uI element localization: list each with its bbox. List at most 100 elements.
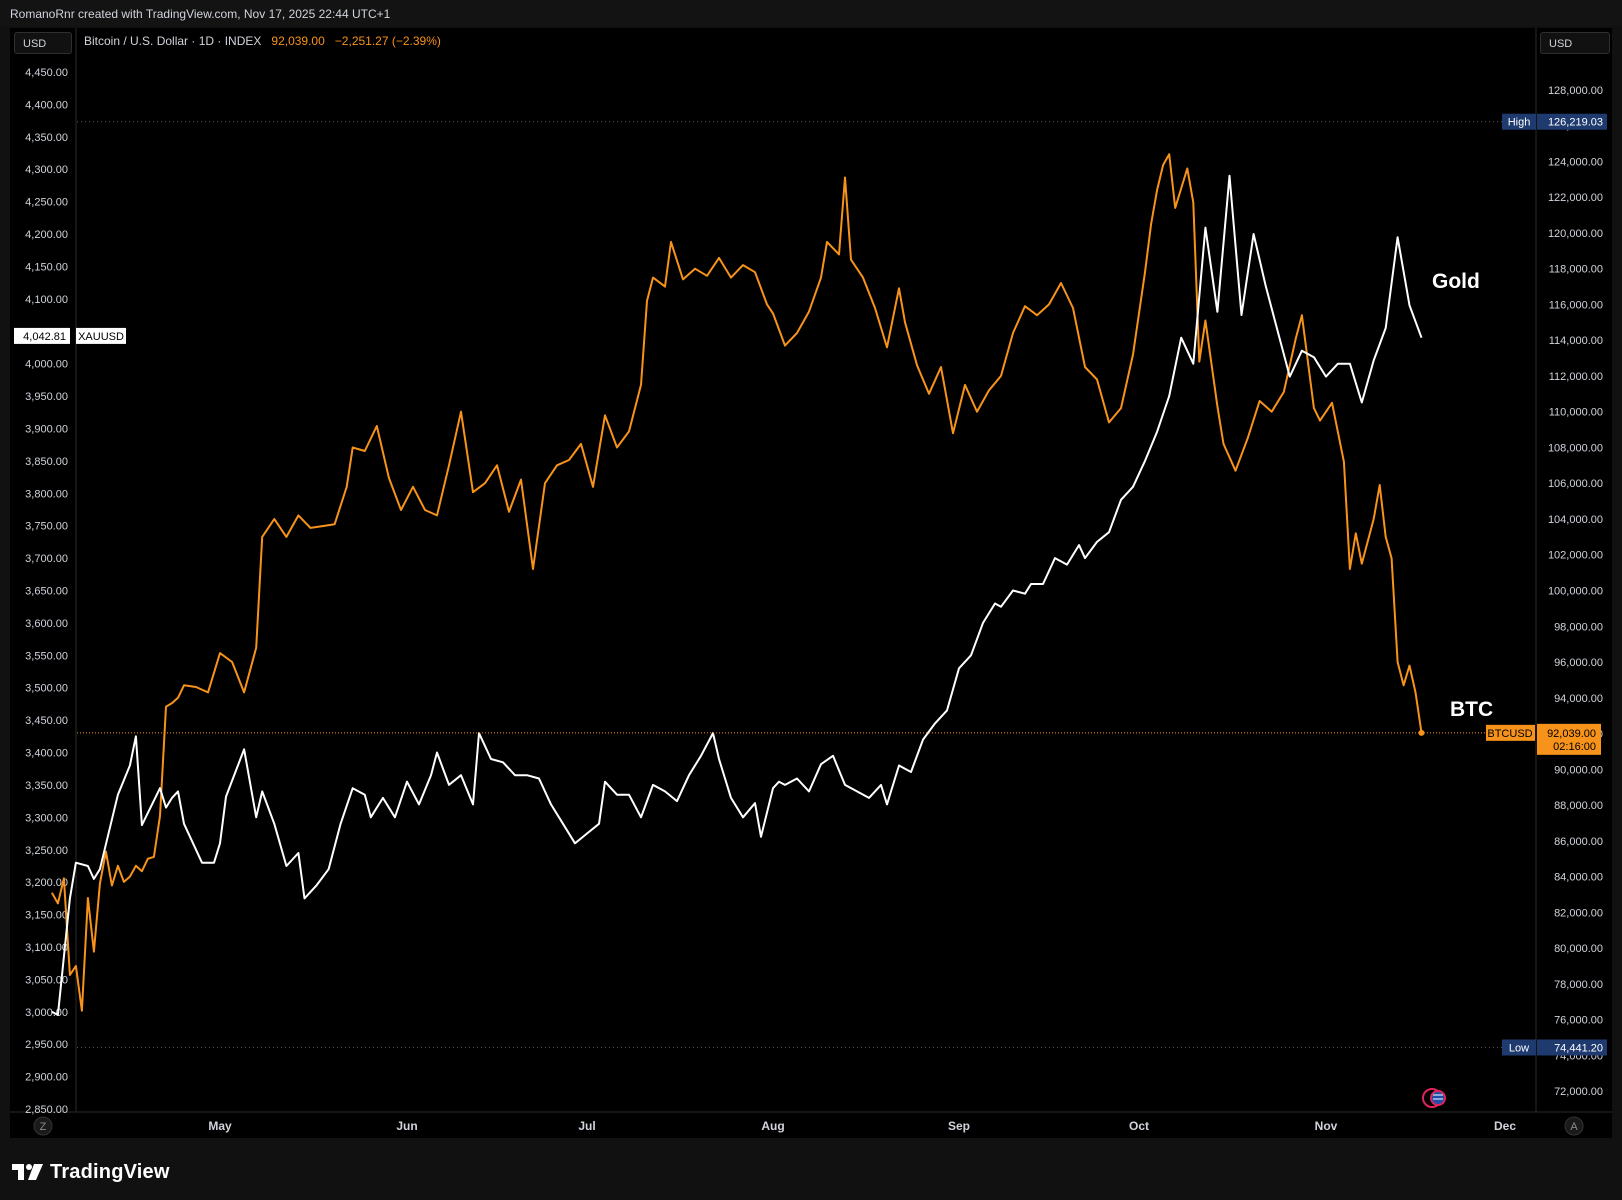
right-axis-tick-label: 98,000.00 (1554, 621, 1603, 633)
gold-annotation: Gold (1432, 270, 1480, 293)
right-axis-tick-label: 76,000.00 (1554, 1015, 1603, 1027)
time-axis-label: Dec (1494, 1119, 1516, 1133)
left-axis-tick-label: 2,900.00 (25, 1072, 68, 1084)
btc-current-price: 92,039.00 (1547, 728, 1596, 740)
btc-last-point (1418, 729, 1425, 736)
left-axis-tick-label: 3,450.00 (25, 715, 68, 727)
left-axis-tick-label: 4,350.00 (25, 132, 68, 144)
left-axis-tick-label: 3,150.00 (25, 910, 68, 922)
left-axis-tick-label: 3,100.00 (25, 942, 68, 954)
right-axis-tick-label: 110,000.00 (1549, 407, 1603, 419)
right-axis-tick-label: 128,000.00 (1548, 85, 1603, 97)
left-axis-tick-label: 4,400.00 (25, 99, 68, 111)
tradingview-brand[interactable]: TradingView (12, 1158, 170, 1186)
left-axis-tick-label: 3,650.00 (25, 586, 68, 598)
left-axis-tick-label: 3,200.00 (25, 877, 68, 889)
right-axis-tick-label: 118,000.00 (1549, 264, 1603, 276)
last-price: 92,039.00 (271, 34, 325, 48)
high-label: High (1508, 117, 1531, 129)
right-axis-tick-label: 120,000.00 (1548, 228, 1603, 240)
right-axis-tick-label: 94,000.00 (1554, 693, 1603, 705)
left-axis-tick-label: 3,900.00 (25, 423, 68, 435)
right-axis-tick-label: 106,000.00 (1548, 478, 1603, 490)
right-axis-tick-label: 108,000.00 (1548, 442, 1603, 454)
left-axis-tick-label: 2,850.00 (25, 1104, 68, 1116)
right-axis-tick-label: 86,000.00 (1554, 836, 1603, 848)
right-axis-tick-label: 116,000.00 (1549, 299, 1603, 311)
left-axis-tick-label: 3,750.00 (25, 521, 68, 533)
low-label-box (1502, 1039, 1536, 1056)
right-axis-tick-label: 104,000.00 (1548, 514, 1603, 526)
left-axis-tick-label: 3,550.00 (25, 650, 68, 662)
left-price-axis: 4,450.00 4,400.00 4,350.00 4,300.00 4,250.00… (25, 67, 68, 1116)
btc-symbol-box (1486, 724, 1535, 741)
symbol-legend[interactable]: Bitcoin / U.S. Dollar · 1D · INDEX 92,03… (84, 34, 441, 48)
right-price-axis: 128,000.00126,000.00124,000.00122,000.00… (1548, 85, 1603, 1098)
right-axis-tick-label: 102,000.00 (1548, 550, 1603, 562)
left-axis-tick-label: 4,000.00 (25, 359, 68, 371)
tradingview-logo-icon (12, 1164, 43, 1180)
left-axis-tick-label: 3,800.00 (25, 488, 68, 500)
time-axis-label: Oct (1129, 1119, 1149, 1133)
gold-symbol-box (76, 327, 126, 344)
left-axis-tick-label: 3,000.00 (25, 1007, 68, 1019)
left-axis-tick-label: 3,700.00 (25, 553, 68, 565)
chart-frame (10, 28, 1612, 1138)
gold-symbol-label: XAUUSD (78, 331, 124, 343)
high-value: 126,219.03 (1548, 117, 1603, 129)
gold-current-box (14, 327, 70, 344)
gold-series-line (51, 174, 1423, 1016)
auto-scale-button[interactable]: A (1564, 1116, 1584, 1136)
right-axis-tick-label: 100,000.00 (1548, 586, 1603, 598)
right-currency-button[interactable]: USD (1540, 32, 1610, 54)
left-axis-tick-label: 4,250.00 (25, 197, 68, 209)
left-axis-tick-label: 4,450.00 (25, 67, 68, 79)
symbol-name: Bitcoin / U.S. Dollar · 1D · INDEX (84, 34, 262, 48)
high-low-lines: High 126,219.03 Low 74,441.20 (77, 113, 1607, 1056)
btc-annotation: BTC (1450, 698, 1494, 721)
zoom-reset-label: Z (40, 1121, 47, 1133)
time-axis-label: May (208, 1119, 232, 1133)
time-axis-label: Aug (761, 1119, 784, 1133)
high-label-box (1502, 113, 1536, 130)
btc-countdown: 02:16:00 (1553, 741, 1596, 753)
left-axis-tick-label: 3,850.00 (25, 456, 68, 468)
time-axis-label: Nov (1315, 1119, 1338, 1133)
right-axis-tick-label: 122,000.00 (1548, 192, 1603, 204)
low-label: Low (1509, 1042, 1529, 1054)
btc-series-line (51, 153, 1423, 1012)
low-value: 74,441.20 (1554, 1042, 1603, 1054)
left-axis-tick-label: 4,150.00 (25, 261, 68, 273)
left-axis-tick-label: 4,300.00 (25, 164, 68, 176)
left-axis-tick-label: 4,100.00 (25, 294, 68, 306)
right-axis-tick-label: 90,000.00 (1554, 764, 1603, 776)
brand-name: TradingView (50, 1160, 170, 1183)
left-axis-tick-label: 3,350.00 (25, 780, 68, 792)
right-axis-tick-label: 88,000.00 (1554, 800, 1603, 812)
left-axis-tick-label: 4,200.00 (25, 229, 68, 241)
credit-text: RomanoRnr created with TradingView.com, … (10, 7, 391, 21)
auto-scale-label: A (1570, 1121, 1578, 1133)
left-currency-button[interactable]: USD (14, 32, 72, 54)
btc-current-box (1537, 723, 1601, 755)
zoom-reset-button[interactable]: Z (33, 1116, 53, 1136)
left-axis-tick-label: 3,600.00 (25, 618, 68, 630)
right-axis-tick-label: 124,000.00 (1548, 156, 1603, 168)
left-axis-tick-label: 2,950.00 (25, 1039, 68, 1051)
right-axis-tick-label: 112,000.00 (1549, 371, 1603, 383)
time-axis-label: Sep (948, 1119, 970, 1133)
right-axis-tick-label: 96,000.00 (1554, 657, 1603, 669)
left-axis-tick-label: 3,250.00 (25, 845, 68, 857)
left-axis-tick-label: 3,500.00 (25, 683, 68, 695)
price-change: −2,251.27 (−2.39%) (334, 34, 441, 48)
credit-bar: RomanoRnr created with TradingView.com, … (0, 0, 1622, 26)
right-axis-tick-label: 80,000.00 (1554, 943, 1603, 955)
flag-icon[interactable] (1422, 1088, 1446, 1108)
time-axis: May Jun Jul Aug Sep Oct Nov Dec (208, 1119, 1516, 1133)
high-value-box (1537, 113, 1607, 130)
left-axis-tick-label: 3,050.00 (25, 974, 68, 986)
right-axis-tick-label: 84,000.00 (1554, 872, 1603, 884)
time-axis-label: Jul (578, 1119, 595, 1133)
